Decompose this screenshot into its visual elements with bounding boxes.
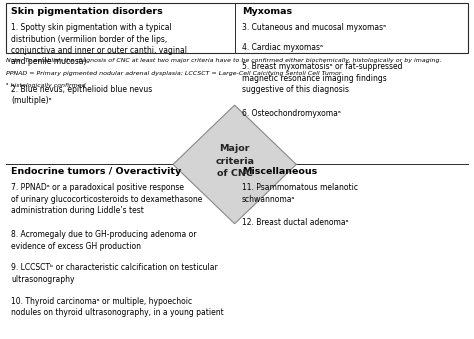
Text: 3. Cutaneous and mucosal myxomasᵃ: 3. Cutaneous and mucosal myxomasᵃ [242, 23, 386, 32]
Text: Note. To establish the diagnosis of CNC at least two major criteria have to be c: Note. To establish the diagnosis of CNC … [6, 58, 441, 63]
Text: 7. PPNADᵃ or a paradoxical positive response
of urinary glucocorticosteroids to : 7. PPNADᵃ or a paradoxical positive resp… [11, 183, 203, 215]
Text: 11. Psammomatous melanotic
schwannomaᵃ: 11. Psammomatous melanotic schwannomaᵃ [242, 183, 358, 204]
Text: ᵃ histologically confirmed: ᵃ histologically confirmed [6, 83, 85, 88]
Text: 8. Acromegaly due to GH-producing adenoma or
evidence of excess GH production: 8. Acromegaly due to GH-producing adenom… [11, 230, 197, 251]
Text: 12. Breast ductal adenomaᵃ: 12. Breast ductal adenomaᵃ [242, 218, 348, 227]
Text: 4. Cardiac myxomasᵃ: 4. Cardiac myxomasᵃ [242, 43, 323, 52]
Text: 9. LCCSCTᵇ or characteristic calcification on testicular
ultrasonography: 9. LCCSCTᵇ or characteristic calcificati… [11, 263, 218, 284]
Text: 5. Breast myxomatosisᵃ or fat-suppressed
magnetic resonance imaging findings
sug: 5. Breast myxomatosisᵃ or fat-suppressed… [242, 62, 402, 94]
Text: Myxomas: Myxomas [242, 7, 292, 16]
Bar [6, 3, 468, 53]
Text: 6. Osteochondromyxomaᵃ: 6. Osteochondromyxomaᵃ [242, 109, 341, 118]
Text: 1. Spotty skin pigmentation with a typical
distribution (vermilion border of the: 1. Spotty skin pigmentation with a typic… [11, 23, 187, 66]
Text: Major
criteria
of CNC: Major criteria of CNC [215, 144, 254, 178]
Text: 2. Blue nevus, epithelioid blue nevus
(multiple)ᵃ: 2. Blue nevus, epithelioid blue nevus (m… [11, 85, 153, 105]
Text: Miscellaneous: Miscellaneous [242, 167, 317, 176]
Text: Skin pigmentation disorders: Skin pigmentation disorders [11, 7, 163, 16]
Text: 10. Thyroid carcinomaᵃ or multiple, hypoechoic
nodules on thyroid ultrasonograph: 10. Thyroid carcinomaᵃ or multiple, hypo… [11, 297, 224, 317]
Text: PPNAD = Primary pigmented nodular adrenal dysplasia; LCCSCT = Large-Cell Calcify: PPNAD = Primary pigmented nodular adrena… [6, 71, 341, 76]
Polygon shape [173, 105, 296, 224]
Text: Endocrine tumors / Overactivity: Endocrine tumors / Overactivity [11, 167, 182, 176]
